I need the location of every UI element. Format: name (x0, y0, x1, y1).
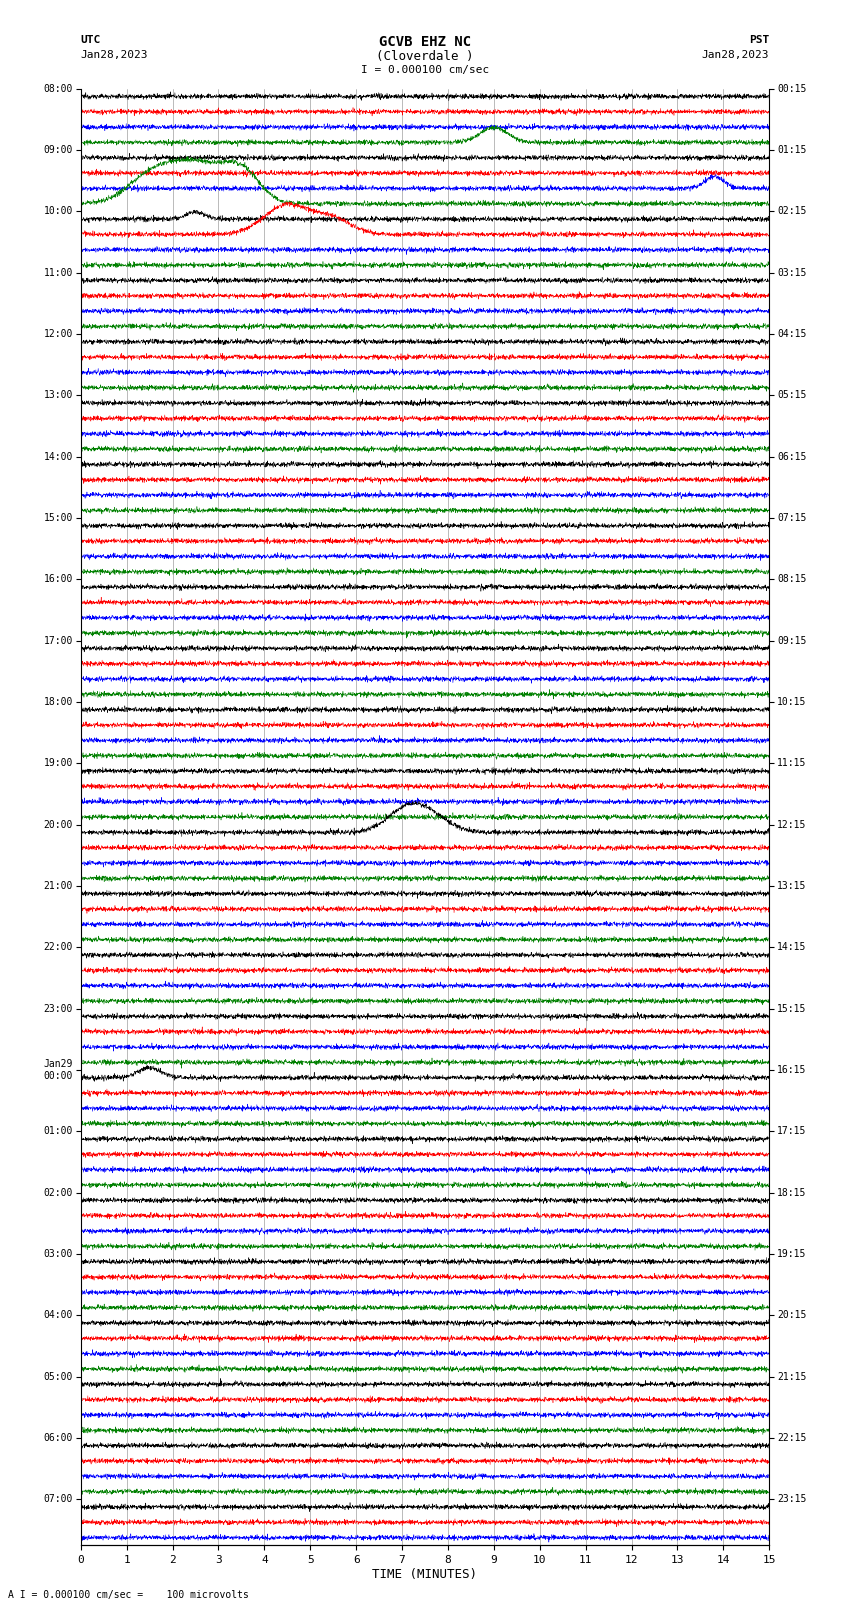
X-axis label: TIME (MINUTES): TIME (MINUTES) (372, 1568, 478, 1581)
Text: PST: PST (749, 35, 769, 45)
Text: (Cloverdale ): (Cloverdale ) (377, 50, 473, 63)
Text: Jan28,2023: Jan28,2023 (702, 50, 769, 60)
Text: A I = 0.000100 cm/sec =    100 microvolts: A I = 0.000100 cm/sec = 100 microvolts (8, 1590, 249, 1600)
Text: Jan28,2023: Jan28,2023 (81, 50, 148, 60)
Text: GCVB EHZ NC: GCVB EHZ NC (379, 35, 471, 50)
Text: I = 0.000100 cm/sec: I = 0.000100 cm/sec (361, 65, 489, 74)
Text: UTC: UTC (81, 35, 101, 45)
